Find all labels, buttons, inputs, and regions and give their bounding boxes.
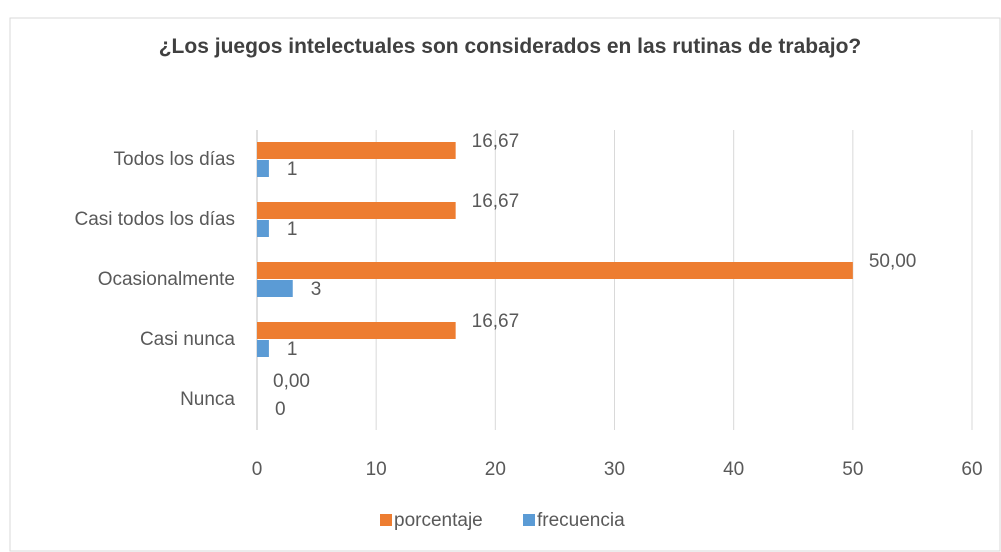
y-tick-label: Todos los días — [114, 149, 235, 170]
value-label: 3 — [311, 279, 322, 300]
value-label: 1 — [287, 219, 298, 240]
legend-label: porcentaje — [394, 510, 483, 531]
value-label: 0 — [275, 399, 286, 420]
bar — [257, 280, 293, 297]
legend-label: frecuencia — [537, 510, 625, 531]
x-tick-label: 10 — [366, 459, 387, 480]
x-tick-label: 40 — [723, 459, 744, 480]
bar — [257, 322, 456, 339]
value-label: 16,67 — [472, 131, 520, 152]
bar — [257, 340, 269, 357]
y-tick-label: Casi todos los días — [74, 209, 235, 230]
bar — [257, 202, 456, 219]
value-label: 1 — [287, 159, 298, 180]
legend-swatch — [380, 514, 392, 526]
value-label: 0,00 — [273, 371, 310, 392]
value-label: 16,67 — [472, 311, 520, 332]
y-tick-label: Ocasionalmente — [98, 269, 235, 290]
bar — [257, 142, 456, 159]
value-label: 50,00 — [869, 251, 917, 272]
x-tick-label: 50 — [842, 459, 863, 480]
x-tick-label: 0 — [252, 459, 263, 480]
x-tick-label: 60 — [961, 459, 982, 480]
value-label: 16,67 — [472, 191, 520, 212]
bar — [257, 262, 853, 279]
chart-border — [9, 17, 1001, 552]
value-label: 1 — [287, 339, 298, 360]
y-tick-label: Casi nunca — [140, 329, 235, 350]
x-tick-label: 30 — [604, 459, 625, 480]
x-tick-label: 20 — [485, 459, 506, 480]
bar — [257, 220, 269, 237]
bar — [257, 160, 269, 177]
y-tick-label: Nunca — [180, 389, 235, 410]
chart-title: ¿Los juegos intelectuales son considerad… — [158, 35, 862, 58]
legend-swatch — [523, 514, 535, 526]
